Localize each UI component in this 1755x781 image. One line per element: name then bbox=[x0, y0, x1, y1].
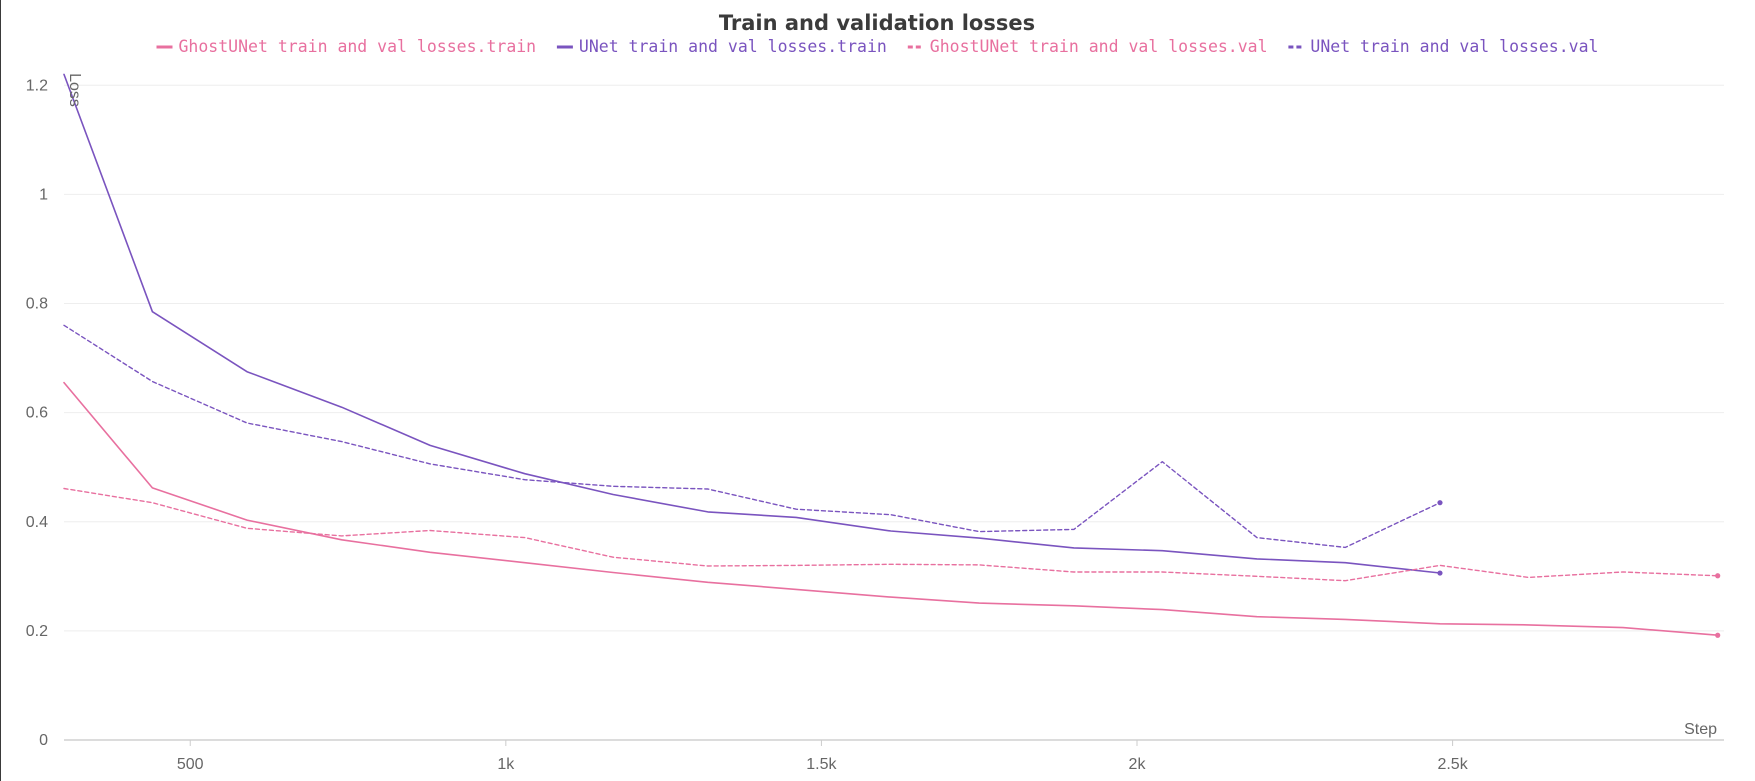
series-line-3 bbox=[63, 324, 1441, 549]
series-line-1 bbox=[63, 73, 1441, 574]
x-axis-label: Step bbox=[1684, 721, 1717, 738]
grid bbox=[64, 84, 1724, 632]
legend-label: UNet train and val losses.train bbox=[579, 37, 887, 56]
y-tick-label: 1.2 bbox=[26, 77, 48, 94]
y-tick-label: 0.2 bbox=[26, 623, 48, 640]
y-tick-label: 0 bbox=[39, 732, 48, 749]
y-axis-label: Loss bbox=[66, 73, 83, 107]
series-layer bbox=[63, 73, 1721, 638]
series-line-2 bbox=[63, 487, 1719, 582]
legend-item[interactable]: UNet train and val losses.val bbox=[1288, 37, 1598, 56]
series-end-point bbox=[1437, 500, 1443, 506]
legend-item[interactable]: GhostUNet train and val losses.val bbox=[907, 37, 1268, 56]
series-end-point bbox=[1715, 632, 1721, 638]
series-end-point bbox=[1437, 570, 1443, 576]
frame-edge bbox=[0, 0, 1, 781]
series-end-point bbox=[1715, 573, 1721, 579]
y-tick-label: 0.6 bbox=[26, 405, 48, 422]
x-tick-label: 1.5k bbox=[806, 756, 837, 773]
series-line-0 bbox=[63, 381, 1719, 636]
legend-item[interactable]: UNet train and val losses.train bbox=[556, 37, 887, 56]
x-tick-label: 2.5k bbox=[1437, 756, 1468, 773]
y-tick-label: 1 bbox=[39, 186, 48, 203]
x-tick-label: 2k bbox=[1129, 756, 1147, 773]
chart-title: Train and validation losses bbox=[719, 11, 1035, 35]
legend-label: GhostUNet train and val losses.train bbox=[179, 37, 537, 56]
legend-label: GhostUNet train and val losses.val bbox=[930, 37, 1268, 56]
axes: 0 0.2 0.4 0.6 0.8 1 1.2 500 1k 1.5k 2k 2.5k bbox=[26, 77, 1724, 773]
y-tick-label: 0.4 bbox=[26, 514, 48, 531]
legend: GhostUNet train and val losses.train UNet… bbox=[156, 37, 1598, 56]
legend-label: UNet train and val losses.val bbox=[1310, 37, 1598, 56]
x-tick-label: 500 bbox=[177, 756, 204, 773]
x-tick-label: 1k bbox=[497, 756, 515, 773]
legend-item[interactable]: GhostUNet train and val losses.train bbox=[156, 37, 537, 56]
y-tick-label: 0.8 bbox=[26, 296, 48, 313]
